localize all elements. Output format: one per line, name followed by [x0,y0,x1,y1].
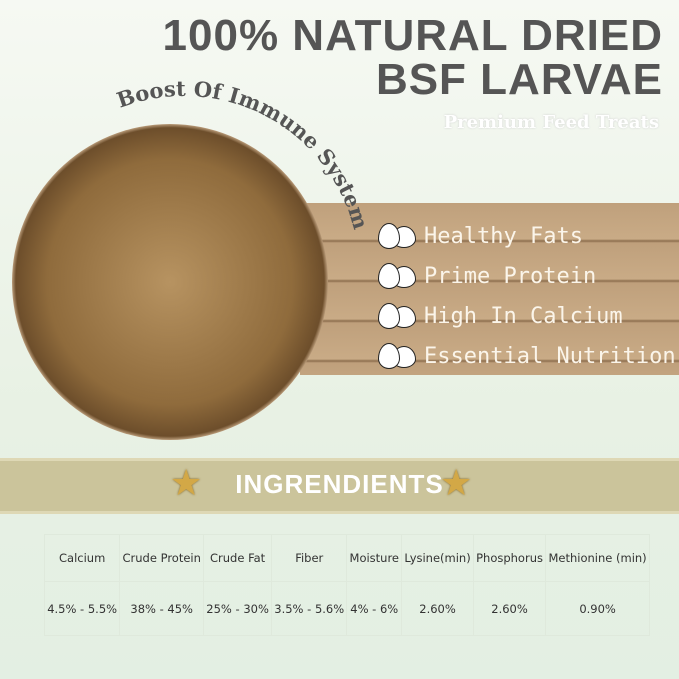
value-cell: 38% - 45% [119,581,205,636]
table-row: 4.5% - 5.5% 38% - 45% 25% - 30% 3.5% - 5… [43,581,650,636]
wood-panel [300,203,679,375]
header-cell: Moisture [346,534,403,582]
egg-icon [378,263,418,289]
value-cell: 0.90% [545,581,650,636]
star-icon: ★ [440,463,473,504]
egg-icon [378,223,418,249]
header-cell: Lysine(min) [401,534,474,582]
feature-item: Healthy Fats [378,217,583,255]
header-cell: Crude Protein [119,534,205,582]
feature-item: Essential Nutrition [378,337,676,375]
value-cell: 4.5% - 5.5% [43,581,121,636]
egg-icon [378,303,418,329]
feature-label: Essential Nutrition [424,343,676,369]
table-header-row: Calcium Crude Protein Crude Fat Fiber Mo… [43,534,650,582]
header-cell: Calcium [43,534,121,582]
ingredients-heading: INGRENDIENTS [235,469,444,499]
feature-label: Healthy Fats [424,223,583,249]
header-cell: Fiber [271,534,348,582]
value-cell: 25% - 30% [203,581,273,636]
ingredients-banner: ★ INGRENDIENTS ★ [0,458,679,514]
header-cell: Methionine (min) [545,534,650,582]
feature-label: High In Calcium [424,303,623,329]
star-icon: ★ [170,463,203,504]
header-cell: Phosphorus [472,534,547,582]
value-cell: 2.60% [472,581,547,636]
subtitle: Premium Feed Treats [443,112,659,133]
curved-text-svg: Boost Of Immune System [113,80,373,232]
feature-label: Prime Protein [424,263,597,289]
feature-item: Prime Protein [378,257,596,295]
title-line-1: 100% NATURAL DRIED [162,11,663,60]
larvae-bowl-image [12,124,328,440]
egg-icon [378,343,418,369]
product-title: 100% NATURAL DRIED BSF LARVAE [163,14,663,102]
title-line-2: BSF LARVAE [375,55,663,104]
curved-text: Boost Of Immune System [113,80,373,232]
feature-item: High In Calcium [378,297,623,335]
header-cell: Crude Fat [203,534,273,582]
value-cell: 3.5% - 5.6% [271,581,348,636]
value-cell: 4% - 6% [346,581,403,636]
value-cell: 2.60% [401,581,474,636]
ingredients-table: Calcium Crude Protein Crude Fat Fiber Mo… [43,534,650,636]
